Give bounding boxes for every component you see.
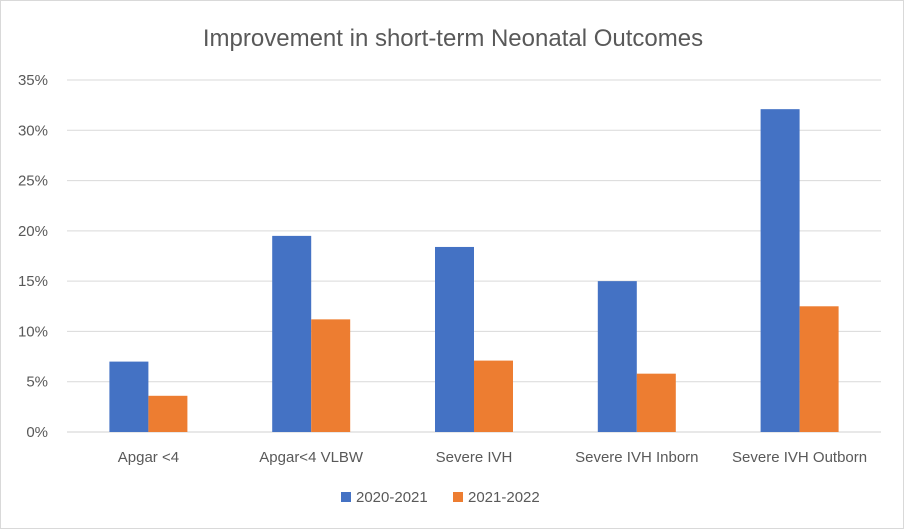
bar-2020-2021-severe-ivh	[435, 246, 474, 432]
y-axis-ticks: 0% 5% 10% 15% 20% 25% 30% 35%	[18, 72, 48, 441]
y-tick-label: 30%	[18, 122, 48, 139]
x-tick-label: Severe IVH Outborn	[732, 449, 867, 466]
bars	[109, 109, 839, 432]
bar-2020-2021-apgar-4	[109, 361, 149, 432]
legend-label: 2020-2021	[356, 489, 428, 506]
bar-2021-2022-severe-ivh	[474, 360, 513, 432]
legend-label: 2021-2022	[468, 489, 540, 506]
legend-swatch	[341, 492, 351, 502]
bar-2020-2021-severe-ivh-inborn	[597, 281, 637, 432]
x-tick-label: Apgar <4	[118, 449, 179, 466]
x-tick-label: Severe IVH	[436, 449, 513, 466]
legend-swatch	[453, 492, 463, 502]
y-tick-label: 15%	[18, 273, 48, 290]
y-tick-label: 35%	[18, 72, 48, 89]
bar-2021-2022-apgar-4	[148, 395, 188, 432]
y-tick-label: 10%	[18, 323, 48, 340]
x-tick-label: Apgar<4 VLBW	[259, 449, 364, 466]
bar-2021-2022-severe-ivh-inborn	[636, 373, 676, 432]
bar-2021-2022-apgar-4-vlbw	[311, 319, 351, 432]
bar-2020-2021-severe-ivh-outborn	[760, 109, 800, 432]
chart-title: Improvement in short-term Neonatal Outco…	[203, 25, 703, 52]
y-tick-label: 20%	[18, 223, 48, 240]
bar-2021-2022-severe-ivh-outborn	[799, 306, 839, 432]
bar-2020-2021-apgar-4-vlbw	[272, 235, 312, 432]
x-axis-ticks: Apgar <4 Apgar<4 VLBW Severe IVH Severe IVH…	[118, 449, 867, 466]
legend: 2020-2021 2021-2022	[341, 489, 540, 506]
y-tick-label: 25%	[18, 173, 48, 190]
x-tick-label: Severe IVH Inborn	[575, 449, 698, 466]
y-tick-label: 0%	[26, 424, 48, 441]
y-tick-label: 5%	[26, 374, 48, 391]
